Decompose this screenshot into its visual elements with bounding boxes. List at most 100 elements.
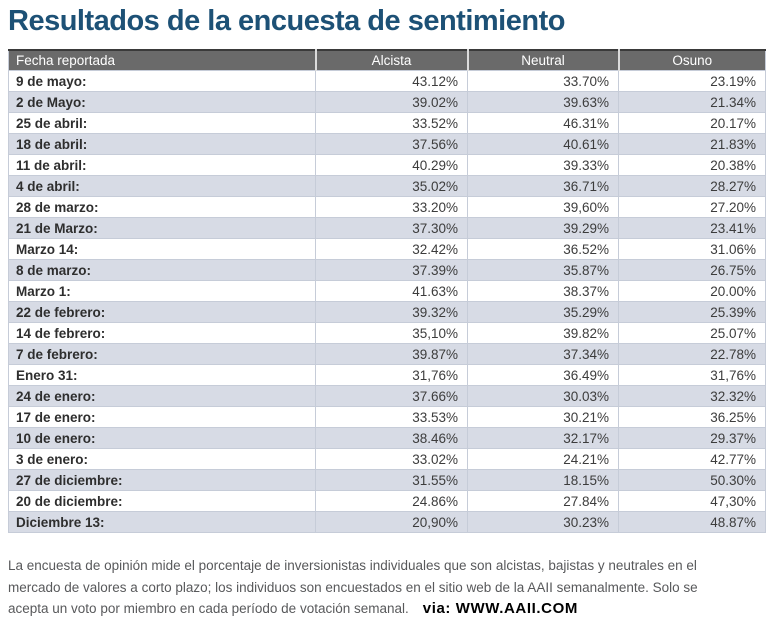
neutral-cell: 30.03%: [467, 385, 619, 408]
neutral-cell: 30.21%: [467, 406, 619, 429]
table-row: 9 de mayo: 43.12% 33.70% 23.19%: [8, 70, 766, 93]
date-cell: 3 de enero:: [8, 448, 316, 471]
osuno-cell: 36.25%: [618, 406, 766, 429]
date-cell: 8 de marzo:: [8, 259, 316, 282]
alcista-cell: 39.32%: [315, 301, 468, 324]
osuno-cell: 48.87%: [618, 511, 766, 534]
page-title: Resultados de la encuesta de sentimiento: [8, 5, 565, 37]
alcista-cell: 41.63%: [315, 280, 468, 303]
neutral-cell: 37.34%: [467, 343, 619, 366]
table-row: 28 de marzo: 33.20% 39,60% 27.20%: [8, 196, 766, 219]
neutral-cell: 18.15%: [467, 469, 619, 492]
neutral-cell: 39.82%: [467, 322, 619, 345]
osuno-cell: 29.37%: [618, 427, 766, 450]
date-cell: 7 de febrero:: [8, 343, 316, 366]
osuno-cell: 32.32%: [618, 385, 766, 408]
table-row: 20 de diciembre: 24.86% 27.84% 47,30%: [8, 490, 766, 513]
table-header-row: Fecha reportada Alcista Neutral Osuno: [8, 49, 766, 71]
date-cell: 17 de enero:: [8, 406, 316, 429]
alcista-cell: 32.42%: [315, 238, 468, 261]
osuno-cell: 28.27%: [618, 175, 766, 198]
alcista-cell: 35.02%: [315, 175, 468, 198]
table-row: 4 de abril: 35.02% 36.71% 28.27%: [8, 175, 766, 198]
neutral-cell: 35.87%: [467, 259, 619, 282]
date-cell: 22 de febrero:: [8, 301, 316, 324]
osuno-cell: 25.39%: [618, 301, 766, 324]
table-row: 21 de Marzo: 37.30% 39.29% 23.41%: [8, 217, 766, 240]
sentiment-results-table: Fecha reportada Alcista Neutral Osuno 9 de …: [8, 48, 766, 534]
table-row: 2 de Mayo: 39.02% 39.63% 21.34%: [8, 91, 766, 114]
neutral-cell: 36.49%: [467, 364, 619, 387]
date-cell: 2 de Mayo:: [8, 91, 316, 114]
column-header-neutral: Neutral: [466, 49, 619, 71]
neutral-cell: 36.71%: [467, 175, 619, 198]
alcista-cell: 31,76%: [315, 364, 468, 387]
alcista-cell: 33.53%: [315, 406, 468, 429]
date-cell: Enero 31:: [8, 364, 316, 387]
date-cell: 25 de abril:: [8, 112, 316, 135]
osuno-cell: 31.06%: [618, 238, 766, 261]
footer-line: La encuesta de opinión mide el porcentaj…: [8, 558, 697, 574]
table-row: 14 de febrero: 35,10% 39.82% 25.07%: [8, 322, 766, 345]
date-cell: 14 de febrero:: [8, 322, 316, 345]
alcista-cell: 43.12%: [315, 70, 468, 93]
osuno-cell: 50.30%: [618, 469, 766, 492]
osuno-cell: 47,30%: [618, 490, 766, 513]
table-row: 18 de abril: 37.56% 40.61% 21.83%: [8, 133, 766, 156]
osuno-cell: 27.20%: [618, 196, 766, 219]
osuno-cell: 21.34%: [618, 91, 766, 114]
osuno-cell: 31,76%: [618, 364, 766, 387]
alcista-cell: 24.86%: [315, 490, 468, 513]
column-header-date: Fecha reportada: [8, 49, 316, 71]
table-row: 25 de abril: 33.52% 46.31% 20.17%: [8, 112, 766, 135]
alcista-cell: 33.02%: [315, 448, 468, 471]
osuno-cell: 42.77%: [618, 448, 766, 471]
date-cell: 20 de diciembre:: [8, 490, 316, 513]
table-row: Marzo 14: 32.42% 36.52% 31.06%: [8, 238, 766, 261]
date-cell: Marzo 14:: [8, 238, 316, 261]
alcista-cell: 37.66%: [315, 385, 468, 408]
date-cell: 18 de abril:: [8, 133, 316, 156]
date-cell: 27 de diciembre:: [8, 469, 316, 492]
alcista-cell: 31.55%: [315, 469, 468, 492]
alcista-cell: 39.02%: [315, 91, 468, 114]
table-body: 9 de mayo: 43.12% 33.70% 23.19% 2 de Mayo: 39…: [8, 70, 766, 534]
osuno-cell: 20.00%: [618, 280, 766, 303]
date-cell: 4 de abril:: [8, 175, 316, 198]
footer-line: acepta un voto por miembro en cada perío…: [8, 598, 765, 620]
alcista-cell: 39.87%: [315, 343, 468, 366]
table-row: 17 de enero: 33.53% 30.21% 36.25%: [8, 406, 766, 429]
via-attribution: via: WWW.AAII.COM: [422, 600, 578, 618]
osuno-cell: 25.07%: [618, 322, 766, 345]
neutral-cell: 39.33%: [467, 154, 619, 177]
osuno-cell: 20.17%: [618, 112, 766, 135]
neutral-cell: 40.61%: [467, 133, 619, 156]
alcista-cell: 37.39%: [315, 259, 468, 282]
column-header-osuno: Osuno: [617, 49, 766, 71]
date-cell: 9 de mayo:: [8, 70, 316, 93]
alcista-cell: 20,90%: [315, 511, 468, 534]
osuno-cell: 22.78%: [618, 343, 766, 366]
date-cell: Diciembre 13:: [8, 511, 316, 534]
alcista-cell: 33.52%: [315, 112, 468, 135]
neutral-cell: 35.29%: [467, 301, 619, 324]
alcista-cell: 33.20%: [315, 196, 468, 219]
table-row: 22 de febrero: 39.32% 35.29% 25.39%: [8, 301, 766, 324]
neutral-cell: 30.23%: [467, 511, 619, 534]
neutral-cell: 38.37%: [467, 280, 619, 303]
neutral-cell: 27.84%: [467, 490, 619, 513]
table-row: 11 de abril: 40.29% 39.33% 20.38%: [8, 154, 766, 177]
osuno-cell: 23.41%: [618, 217, 766, 240]
neutral-cell: 33.70%: [467, 70, 619, 93]
neutral-cell: 36.52%: [467, 238, 619, 261]
osuno-cell: 23.19%: [618, 70, 766, 93]
neutral-cell: 39,60%: [467, 196, 619, 219]
footer-note: La encuesta de opinión mide el porcentaj…: [8, 555, 765, 620]
neutral-cell: 32.17%: [467, 427, 619, 450]
footer-line: mercado de valores a corto plazo; los in…: [8, 579, 698, 595]
neutral-cell: 46.31%: [467, 112, 619, 135]
alcista-cell: 37.56%: [315, 133, 468, 156]
date-cell: 21 de Marzo:: [8, 217, 316, 240]
table-row: 3 de enero: 33.02% 24.21% 42.77%: [8, 448, 766, 471]
